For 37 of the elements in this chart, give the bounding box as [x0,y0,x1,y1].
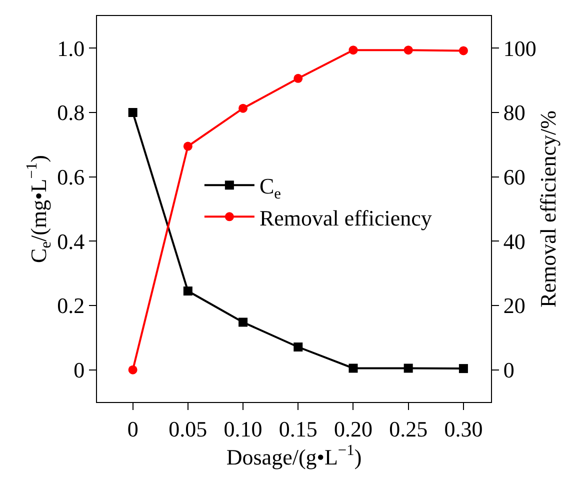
point [458,46,468,56]
y2-tick-label: 60 [503,164,526,190]
point [294,342,303,352]
x-tick-label: 0.05 [168,416,208,442]
point [183,142,192,151]
x-tick-label: 0 [127,416,138,442]
y2-tick-label: 80 [503,100,526,126]
y-tick-label: 0.8 [57,100,85,126]
y2-axis-title: Removal efficiency/% [535,110,560,308]
x-axis-title: Dosage/(g•L$^{−1}$) [226,442,362,470]
point [348,364,358,373]
y-tick-label: 0.2 [57,293,85,318]
point [238,318,248,327]
y2-tick-label: 100 [503,36,536,61]
y2-tick-label: 40 [503,228,526,254]
legend-label: Removal efficiency [259,205,432,230]
point [348,46,358,55]
legend-label: C$_{e}$ [259,174,282,202]
y-tick-label: 0.4 [57,228,85,254]
point [128,108,138,117]
y2-tick-label: 20 [503,293,526,318]
x-tick-label: 0.30 [444,416,483,442]
x-tick-label: 0.25 [389,416,428,442]
y-tick-label: 1.0 [57,36,85,61]
y-tick-label: 0.6 [57,164,85,190]
point [404,364,413,373]
x-tick-label: 0.10 [224,416,262,442]
point [238,104,248,113]
point [128,365,138,374]
y-tick-label: 0 [74,358,85,383]
y2-tick-label: 0 [503,358,514,383]
point [294,74,303,83]
point [458,364,468,374]
x-tick-label: 0.20 [334,416,372,442]
point [183,286,192,296]
point [404,46,413,55]
x-tick-label: 0.15 [278,416,318,442]
